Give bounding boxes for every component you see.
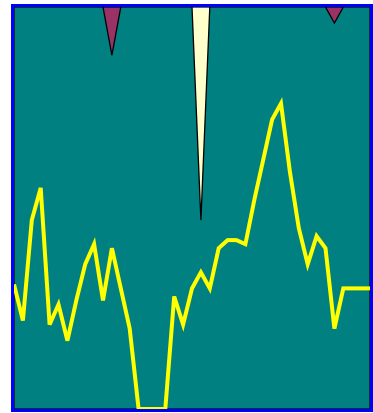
lines-layer (12, 97, 370, 411)
plot-frame (11, 4, 373, 412)
line-series-0 (12, 97, 370, 411)
area-series-3 (13, 6, 371, 410)
areas-layer (13, 6, 371, 410)
